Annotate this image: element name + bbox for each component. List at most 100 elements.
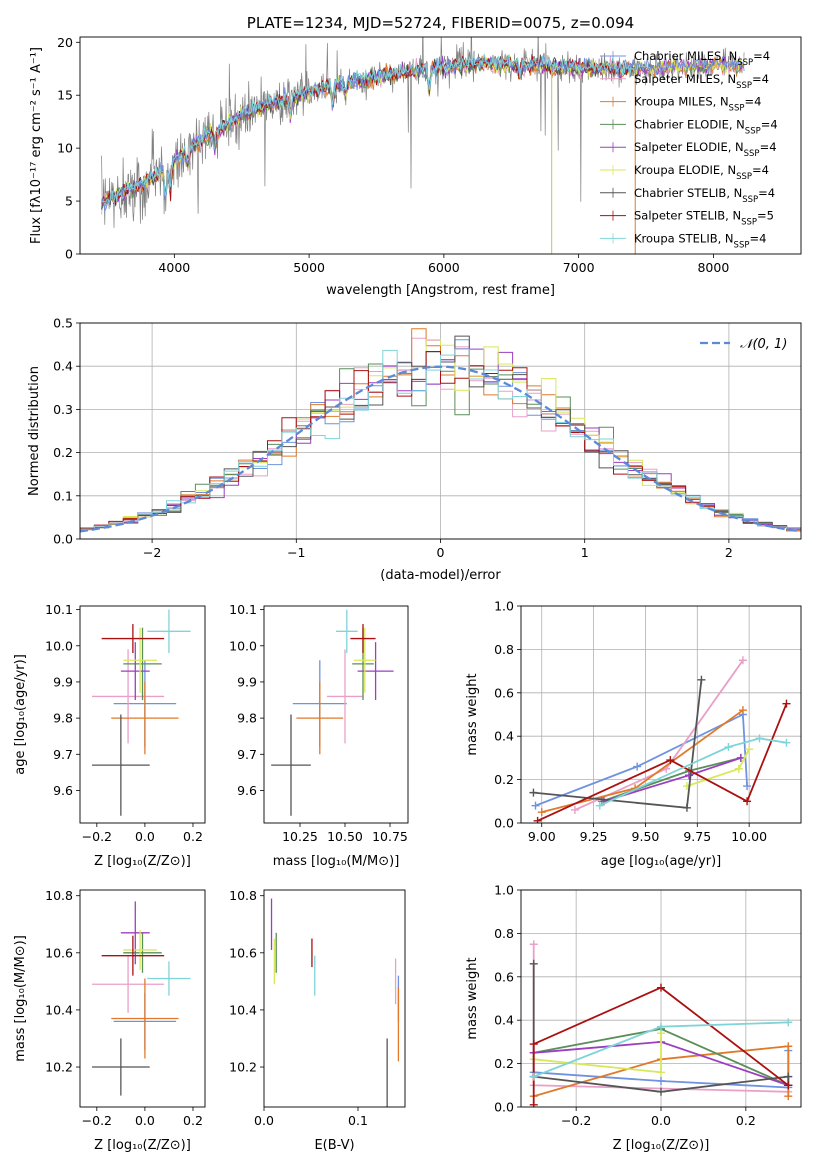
x-tick-label: 0: [437, 545, 445, 560]
weight-line: [535, 713, 748, 807]
plot-area: [270, 898, 400, 1107]
weight-series-salpeter-elodie: [599, 753, 745, 806]
legend-label: Salpeter STELIB, NSSP=5: [634, 209, 774, 228]
x-tick-label: 0.2: [736, 1113, 756, 1128]
panel-age-vs-Z: −0.2 0.0 0.2 9.6 9.7 9.8 9.9 10.0 10.1 Z [log₁₀(Z…: [13, 602, 206, 869]
x-tick-label: −1: [287, 545, 305, 560]
y-tick-label: 10: [57, 141, 73, 156]
x-tick-label: 0.2: [183, 829, 203, 844]
y-tick-label: 9.9: [53, 674, 73, 689]
axes-frame: [79, 889, 206, 1108]
x-axis-label: mass [log₁₀(M/M⊙)]: [273, 854, 400, 869]
errorbar-salpeter-miles: [327, 649, 363, 744]
weight-series-kroupa-elodie: [682, 745, 754, 791]
x-axis-label: Z [log₁₀(Z/Z⊙)]: [94, 1138, 191, 1153]
y-tick-label: 10.8: [229, 888, 257, 903]
weight-marker: [529, 1100, 538, 1107]
weight-marker: [743, 782, 752, 791]
weight-marker: [782, 738, 791, 747]
y-tick-label: 10.2: [229, 1060, 257, 1075]
weight-line: [537, 703, 788, 822]
legend-item: Kroupa MILES, NSSP=4: [600, 95, 761, 114]
weight-marker: [529, 940, 538, 949]
weight-marker: [784, 1092, 793, 1101]
y-tick-label: 0: [65, 247, 73, 262]
y-tick-label: 0.4: [494, 1013, 514, 1028]
y-tick-label: 9.9: [237, 674, 257, 689]
weight-marker: [529, 959, 538, 968]
y-tick-label: 0.1: [53, 488, 73, 503]
weight-marker: [784, 1081, 793, 1090]
y-tick-label: 5: [65, 194, 73, 209]
y-axis-label: mass [log₁₀(M/M⊙)]: [13, 935, 28, 1062]
errorbar-salpeter-miles: [92, 955, 165, 1013]
weight-marker: [633, 762, 642, 771]
y-tick-label: 0.8: [494, 926, 514, 941]
weight-marker: [784, 1018, 793, 1027]
errorbar-kroupa-stelib: [147, 609, 191, 654]
chart-title: PLATE=1234, MJD=52724, FIBERID=0075, z=0…: [247, 14, 634, 32]
y-tick-label: 9.6: [53, 783, 73, 798]
weight-series-kroupa-miles: [529, 1042, 793, 1101]
weight-marker: [685, 771, 693, 780]
y-tick-label: 10.0: [45, 638, 73, 653]
plot-area: [92, 609, 191, 816]
weight-marker: [755, 734, 764, 743]
errorbar-salpeter-stelib: [101, 935, 165, 976]
x-tick-label: 9.00: [528, 829, 556, 844]
y-tick-label: 10.4: [45, 1002, 73, 1017]
legend-label: Kroupa STELIB, NSSP=4: [634, 231, 766, 250]
x-tick-label: 5000: [293, 260, 325, 275]
plot-area: [101, 37, 745, 254]
y-tick-label: 10.1: [229, 602, 257, 617]
x-tick-label: 0.1: [348, 1113, 368, 1128]
x-tick-label: 9.75: [683, 829, 711, 844]
y-tick-label: 1.0: [494, 883, 514, 898]
legend-label: Kroupa ELODIE, NSSP=4: [634, 163, 769, 182]
y-tick-label: 0.2: [494, 772, 514, 787]
normal-curve: [80, 365, 801, 533]
panel-age-vs-mass: 10.25 10.50 10.75 9.6 9.7 9.8 9.9 10.0 10.1 mass …: [229, 602, 409, 869]
weight-line: [533, 679, 703, 809]
plot-area: [529, 656, 791, 823]
y-tick-label: 9.8: [237, 711, 257, 726]
weight-marker: [529, 1040, 538, 1049]
legend-item: Chabrier ELODIE, NSSP=4: [600, 117, 778, 136]
y-tick-label: 9.6: [237, 783, 257, 798]
x-tick-label: 2: [725, 545, 733, 560]
plot-area: [80, 328, 801, 533]
y-tick-label: 0.3: [53, 402, 73, 417]
legend: Chabrier MILES, NSSP=4 Salpeter MILES, NS…: [600, 49, 778, 250]
legend-label: Kroupa MILES, NSSP=4: [634, 95, 761, 114]
x-tick-label: 0.0: [651, 1113, 671, 1128]
x-tick-label: 6000: [428, 260, 460, 275]
weight-marker: [657, 1022, 665, 1031]
x-tick-label: 0.0: [135, 829, 155, 844]
axes-frame: [79, 36, 802, 255]
y-tick-label: 9.8: [53, 711, 73, 726]
panel-mass-vs-Z: −0.2 0.0 0.2 10.2 10.4 10.6 10.8 Z [log₁₀(Z/Z⊙)…: [13, 888, 206, 1153]
histogram-kroupa-stelib: [80, 348, 801, 532]
weight-line: [574, 659, 744, 811]
x-axis-label: Z [log₁₀(Z/Z⊙)]: [94, 854, 191, 869]
y-axis-label: Flux [fλ10⁻¹⁷ erg cm⁻² s⁻¹ A⁻¹]: [29, 47, 44, 244]
legend-label: Chabrier STELIB, NSSP=4: [634, 186, 775, 205]
y-tick-label: 0.5: [53, 316, 73, 331]
weight-line: [686, 748, 750, 787]
weight-marker: [784, 1072, 793, 1081]
weight-marker: [782, 699, 791, 708]
errorbar-kroupa-miles: [111, 978, 179, 1059]
weight-marker: [743, 797, 752, 806]
x-tick-label: 1: [581, 545, 589, 560]
weight-series-chabrier-stelib: [529, 675, 706, 812]
weight-series-kroupa-stelib: [529, 1018, 793, 1081]
errorbar-kroupa-miles: [111, 681, 179, 755]
legend-item: Salpeter ELODIE, NSSP=4: [600, 140, 777, 159]
weight-marker: [537, 808, 546, 817]
errorbar-salpeter-stelib: [101, 624, 165, 654]
axes-frame: [79, 322, 802, 540]
spectrum-model-salpeter-stelib: [101, 55, 636, 205]
y-tick-label: 10.8: [45, 888, 73, 903]
x-tick-label: −0.2: [82, 1113, 112, 1128]
weight-marker: [595, 801, 604, 810]
